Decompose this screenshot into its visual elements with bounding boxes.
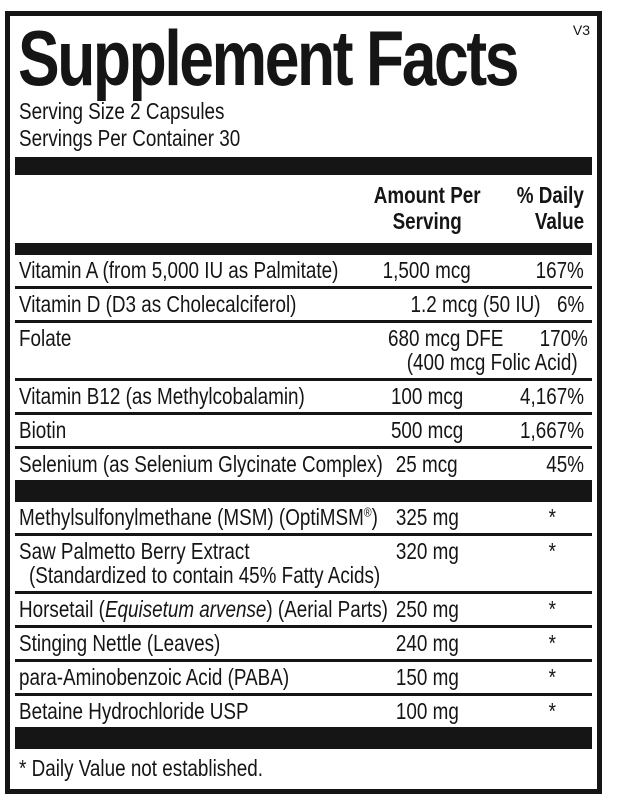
supplement-facts-title: Supplement Facts [15, 14, 592, 102]
nutrient-name: Saw Palmetto Berry Extract (Standardized… [19, 538, 381, 588]
section-divider-bar-bottom [15, 727, 592, 749]
header-divider-bar [15, 243, 592, 255]
nutrient-name: Folate [19, 325, 72, 351]
registered-trademark-symbol: ® [363, 504, 372, 520]
nutrient-daily-value: 167% [535, 257, 584, 283]
nutrient-amount: 100 mg [395, 698, 459, 724]
nutrient-daily-value: 4,167% [520, 383, 584, 409]
nutrient-name: Selenium (as Selenium Glycinate Complex) [19, 451, 383, 477]
nutrient-name: Stinging Nettle (Leaves) [19, 630, 221, 656]
nutrient-amount: 320 mg [395, 538, 459, 564]
nutrient-amount: 25 mcg [396, 451, 458, 477]
supplement-facts-panel: V3 Supplement Facts Serving Size 2 Capsu… [5, 11, 602, 794]
footnote: * Daily Value not established. [19, 755, 263, 781]
nutrient-name: Vitamin B12 (as Methylcobalamin) [19, 383, 305, 409]
nutrient-row-saw-palmetto: Saw Palmetto Berry Extract (Standardized… [15, 533, 592, 591]
column-header-amount: Amount Per Serving [373, 182, 481, 234]
serving-size-text: Serving Size 2 Capsules [19, 98, 225, 124]
nutrient-row-stinging-nettle: Stinging Nettle (Leaves) 240 mg * [15, 625, 592, 659]
nutrient-name: Horsetail (Equisetum arvense) (Aerial Pa… [19, 596, 388, 622]
nutrient-amount: 500 mcg [390, 417, 464, 443]
nutrient-daily-value: * [548, 596, 556, 622]
nutrient-daily-value: * [548, 504, 556, 530]
nutrient-row-horsetail: Horsetail (Equisetum arvense) (Aerial Pa… [15, 591, 592, 625]
nutrient-row-folate: Folate 680 mcg DFE 170% (400 mcg Folic A… [15, 320, 592, 378]
botanical-name: Equisetum arvense [104, 596, 267, 622]
nutrient-row-msm: Methylsulfonylmethane (MSM) (OptiMSM®) 3… [15, 502, 592, 533]
column-headers: Amount Per Serving % Daily Value [15, 175, 592, 243]
nutrient-row-selenium: Selenium (as Selenium Glycinate Complex)… [15, 446, 592, 480]
nutrient-amount: 240 mg [395, 630, 459, 656]
nutrient-row-betaine: Betaine Hydrochloride USP 100 mg * [15, 693, 592, 727]
nutrient-daily-value: 1,667% [520, 417, 584, 443]
nutrient-row-biotin: Biotin 500 mcg 1,667% [15, 412, 592, 446]
nutrient-name: Betaine Hydrochloride USP [19, 698, 249, 724]
section-divider-bar-middle [15, 480, 592, 502]
nutrient-name: Vitamin D (D3 as Cholecalciferol) [19, 291, 297, 317]
nutrient-row-paba: para-Aminobenzoic Acid (PABA) 150 mg * [15, 659, 592, 693]
nutrient-daily-value: * [548, 538, 556, 564]
nutrient-amount-block: 680 mcg DFE 170% (400 mcg Folic Acid) [388, 325, 588, 375]
nutrient-row-vitamin-b12: Vitamin B12 (as Methylcobalamin) 100 mcg… [15, 378, 592, 412]
nutrient-name: Methylsulfonylmethane (MSM) (OptiMSM®) [19, 504, 378, 530]
nutrient-name: Biotin [19, 417, 67, 443]
nutrient-name: Vitamin A (from 5,000 IU as Palmitate) [19, 257, 339, 283]
nutrient-daily-value: 6% [556, 291, 584, 317]
nutrient-amount: 1,500 mcg [382, 257, 472, 283]
nutrient-daily-value: 45% [546, 451, 584, 477]
nutrient-daily-value: 170% [539, 325, 588, 351]
title-text: Supplement Facts [18, 14, 519, 102]
nutrient-amount-note: (400 mcg Folic Acid) [406, 349, 578, 375]
nutrient-daily-value: * [548, 698, 556, 724]
nutrient-amount: 680 mcg DFE [388, 325, 504, 351]
nutrient-name: para-Aminobenzoic Acid (PABA) [19, 664, 290, 690]
nutrient-daily-value: * [548, 664, 556, 690]
nutrient-amount: 250 mg [395, 596, 459, 622]
column-header-daily-value: % Daily Value [516, 182, 584, 234]
version-superscript: V3 [572, 22, 590, 38]
nutrient-row-vitamin-d: Vitamin D (D3 as Cholecalciferol) 1.2 mc… [15, 286, 592, 320]
serving-info: Serving Size 2 Capsules Servings Per Con… [15, 98, 592, 152]
nutrient-amount: 100 mcg [390, 383, 464, 409]
nutrient-amount: 1.2 mcg (50 IU) [410, 291, 541, 317]
servings-per-container-text: Servings Per Container 30 [19, 125, 241, 151]
nutrient-name-note: (Standardized to contain 45% Fatty Acids… [29, 562, 381, 588]
nutrient-row-vitamin-a: Vitamin A (from 5,000 IU as Palmitate) 1… [15, 255, 592, 286]
section-divider-bar-top [15, 157, 592, 175]
nutrient-amount: 150 mg [395, 664, 459, 690]
nutrient-amount: 325 mg [395, 504, 459, 530]
nutrient-daily-value: * [548, 630, 556, 656]
nutrient-amount-dv-cluster: 1.2 mcg (50 IU) 6% [382, 292, 584, 316]
